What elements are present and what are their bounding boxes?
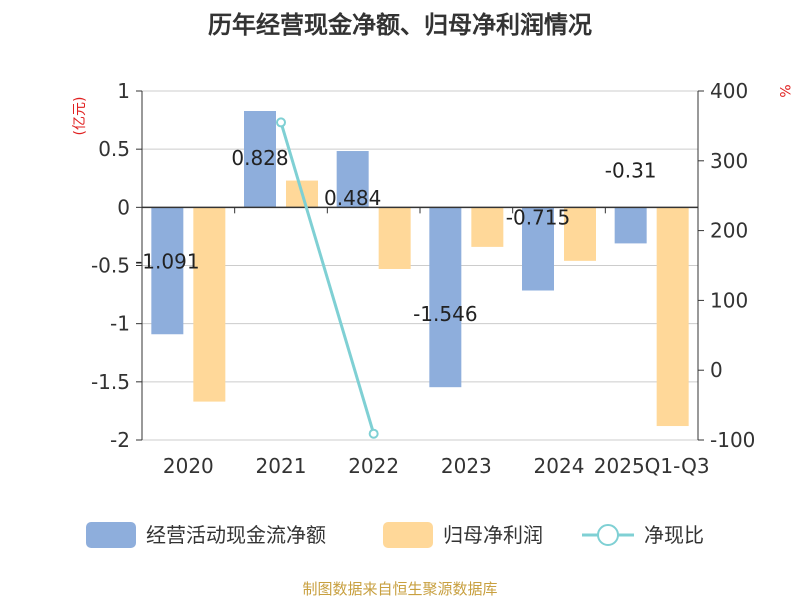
bars-layer [151,111,689,427]
x-axis-tick-label: 2022 [348,454,399,478]
legend-marker [597,524,619,546]
bar [429,207,462,388]
data-label: -1.546 [413,302,477,326]
left-axis-tick-label: -1.5 [91,370,130,394]
data-labels-layer: -1.091 0.828 0.484 -1.546 -0.715 -0.31 [135,146,656,326]
line-series [279,121,376,435]
x-axis-tick-label: 2021 [256,454,307,478]
left-axis-tick-label: 0.5 [98,137,130,161]
right-axis-tick-label: 0 [710,358,723,382]
data-label: 0.828 [231,146,288,170]
gridlines [142,90,698,441]
x-axis-tick-label: 2025Q1-Q3 [594,454,710,478]
right-axis-tick-label: -100 [710,428,755,452]
data-label: -0.31 [605,158,657,182]
right-axis-tick-label: 100 [710,288,748,312]
bar [522,207,554,291]
bar [656,207,689,427]
legend-label: 归母净利润 [443,523,543,547]
left-axis-unit: (亿元) [72,97,88,136]
chart-title: 历年经营现金净额、归母净利润情况 [208,11,592,39]
legend-swatch [86,522,136,548]
line-point [368,428,379,439]
bar [244,111,276,208]
line-point [276,117,286,128]
left-axis-tick-label: -0.5 [91,254,130,278]
bar [564,207,596,261]
line-layer [276,117,379,439]
left-axis-tick-label: 0 [117,195,130,219]
data-label: -0.715 [506,206,570,230]
x-axis-tick-label: 2023 [441,454,492,478]
right-axis-unit: % [776,84,792,97]
left-axis-tick-label: 1 [117,79,130,103]
axes-layer: 1 0.5 0 -0.5 -1 -1.5 -2 400 300 200 100 0 -100 2020 20… [91,79,755,478]
bar [336,151,369,208]
right-axis-tick-label: 200 [710,219,748,243]
source-note: 制图数据来自恒生聚源数据库 [302,580,497,598]
bar [471,207,504,247]
legend-swatch [383,522,433,548]
bar [193,207,226,402]
left-axis-tick-label: -1 [110,312,130,336]
left-axis-tick-label: -2 [110,428,130,452]
data-label: -1.091 [135,249,199,273]
bar [614,207,647,244]
bar [151,207,184,335]
legend-label: 经营活动现金流净额 [146,523,326,547]
right-axis-tick-label: 400 [710,79,748,103]
x-axis-tick-label: 2020 [163,454,214,478]
bar [378,207,411,269]
legend: 经营活动现金流净额 归母净利润 净现比 [86,522,704,548]
data-label: 0.484 [324,186,381,210]
x-axis-tick-label: 2024 [534,454,585,478]
right-axis-tick-label: 300 [710,149,748,173]
legend-label: 净现比 [644,523,704,547]
